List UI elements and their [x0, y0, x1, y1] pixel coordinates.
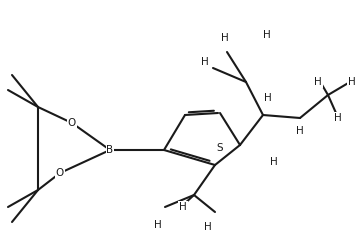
Text: H: H	[221, 33, 229, 43]
Text: O: O	[56, 168, 64, 178]
Text: H: H	[296, 126, 304, 136]
Text: H: H	[264, 93, 272, 103]
Text: H: H	[263, 30, 271, 40]
Text: H: H	[314, 77, 322, 87]
Text: O: O	[68, 118, 76, 128]
Text: H: H	[204, 222, 212, 232]
Text: H: H	[270, 157, 278, 167]
Text: B: B	[107, 145, 113, 155]
Text: H: H	[179, 202, 187, 212]
Text: S: S	[217, 143, 223, 153]
Text: H: H	[201, 57, 209, 67]
Text: H: H	[348, 77, 356, 87]
Text: H: H	[334, 113, 342, 123]
Text: H: H	[154, 220, 162, 230]
